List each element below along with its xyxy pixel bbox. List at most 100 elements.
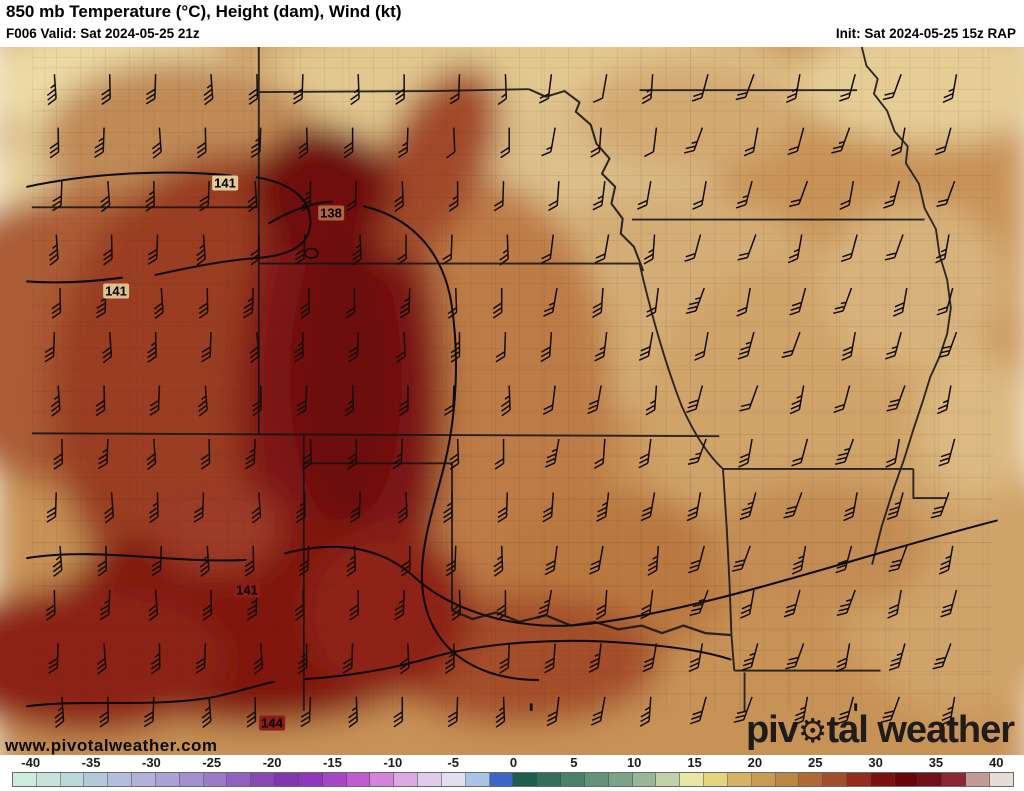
wind-barb-icon [545,438,560,468]
wind-barb-icon [936,180,956,208]
wind-barb-icon [500,127,510,159]
wind-barb-icon [687,438,707,466]
wind-barb-icon [546,696,560,727]
colorbar-cell [13,773,37,786]
wind-barb-icon [837,696,855,725]
wind-barb-icon [880,696,900,723]
wind-barb-icon [151,127,162,159]
wind-barb-icon [936,287,954,316]
wind-barb-icon [350,492,361,523]
county-grid [31,47,993,711]
wind-barb-icon [499,234,509,266]
wind-barb-icon [738,438,753,468]
wind-barb-icon [247,589,258,621]
colorbar-cell [275,773,299,786]
map-canvas[interactable] [0,47,1024,755]
wind-barb-icon [294,332,304,363]
wind-barb-icon [684,234,702,263]
wind-barb-icon [397,234,407,266]
wind-barb-icon [688,643,704,673]
colorbar-cell [656,773,681,786]
wind-barb-icon [642,643,658,673]
wind-barb-icon [247,181,258,213]
wind-barb-icon [501,385,511,417]
wind-barb-icon [448,181,459,212]
wind-barb-icon [396,332,406,363]
wind-barb-icon [645,385,658,416]
wind-barb-icon [45,589,56,621]
wind-barb-icon [245,438,256,470]
wind-barb-icon [791,545,807,575]
colorbar-cell [513,773,538,786]
wind-barb-icon [841,331,856,361]
wind-barb-icon [348,332,359,363]
header-bar: 850 mb Temperature (°C), Height (dam), W… [0,0,1024,47]
colorbar-cell [846,773,871,786]
wind-barb-icon [636,180,652,210]
wind-barb-icon [542,492,555,523]
colorbar-cell [203,773,228,786]
wind-barb-icon [789,180,809,208]
colorbar-cell [298,773,323,786]
colorbar-cell [799,773,824,786]
wind-barb-icon [640,589,654,620]
wind-barb-icon [694,331,709,361]
colorbar-cell [489,773,514,786]
wind-barb-icon [153,287,164,320]
wind-barb-icon [342,643,354,674]
colorbar-tick: 10 [626,755,642,770]
wind-barb-icon [737,331,755,360]
wind-barb-icon [736,287,751,317]
wind-barb-icon [937,385,952,415]
wind-barb-icon [592,181,606,211]
colorbar-tick: 40 [989,755,1004,770]
wind-barb-icon [199,181,210,212]
wind-barb-icon [351,234,362,266]
colorbar-tick: 30 [868,755,883,770]
wind-barb-icon [537,589,553,619]
colorbar-cell [441,773,466,786]
wind-barb-icon [96,643,107,675]
colorbar-cell [418,773,442,786]
wind-barb-icon [399,385,409,417]
wind-barb-icon [48,643,59,674]
wind-barb-icon [297,643,308,675]
wind-barb-icon [145,181,155,212]
colorbar-tick: -40 [21,755,41,770]
wind-barb-icon [594,331,608,362]
colorbar-cell [918,773,943,786]
colorbar-cell [465,773,490,786]
wind-barb-icon [938,545,954,575]
wind-barb-icon [146,438,157,471]
wind-barb-icon [934,127,952,156]
colorbar-cell [394,773,419,786]
wind-barb-icon [48,234,59,266]
wind-barb-icon [94,127,105,158]
colorbar-cell [322,773,347,786]
wind-barb-icon [930,492,950,519]
wind-barb-icon [783,589,801,618]
wind-barb-icon [348,696,358,728]
colorbar-tick: 25 [808,755,823,770]
wind-barb-icon [840,234,858,263]
page-title: 850 mb Temperature (°C), Height (dam), W… [6,2,402,21]
wind-barb-icon [594,234,610,264]
colorbar-tick: 35 [928,755,944,770]
wind-barb-icon [544,545,558,576]
wind-barb-icon [787,127,805,156]
wind-barb-icon [791,438,809,467]
colorbar-cell [727,773,752,786]
wind-barb-icon [638,438,652,469]
wind-barb-icon [641,74,654,105]
wind-barb-icon [393,696,404,728]
wind-barb-icon [343,127,354,159]
colorbar-cell [179,773,204,786]
wind-barb-icon [96,287,107,319]
colorbar-tick: -30 [141,755,161,770]
wind-barb-icon [540,332,553,363]
wind-barb-icon [883,180,901,209]
wind-barb-icon [97,438,109,470]
wind-barb-icon [587,385,602,415]
wind-barb-icon [51,287,62,319]
wind-barb-icon [685,287,705,315]
